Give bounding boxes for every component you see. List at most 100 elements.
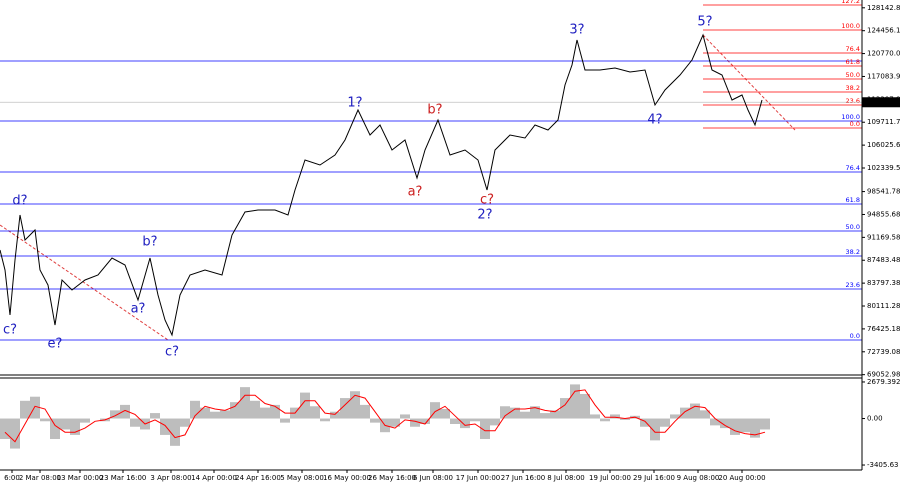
trend-line (702, 34, 796, 131)
histogram-bar (720, 418, 730, 429)
histogram-bar (460, 418, 470, 429)
y-tick-label: 102339.58 (867, 164, 900, 172)
histogram-bar (120, 404, 130, 419)
histogram-bar (310, 406, 320, 419)
wave-label: 4? (647, 113, 662, 128)
histogram-bar (320, 418, 330, 422)
histogram-bar (550, 410, 560, 419)
histogram-bar (450, 418, 460, 424)
wave-label: a? (408, 185, 423, 200)
x-tick-label: 24 Apr 16:00 (235, 474, 281, 482)
histogram-bar (470, 418, 480, 422)
histogram-bar (590, 414, 600, 419)
histogram-bar (360, 404, 370, 419)
histogram-bar (710, 418, 720, 426)
wave-label: a? (131, 302, 146, 317)
x-tick-label: 27 Jun 16:00 (501, 474, 545, 482)
x-tick-label: 5 May 08:00 (280, 474, 324, 482)
level-label: 76.4 (846, 45, 860, 53)
histogram-bar (20, 400, 30, 419)
level-label: 0.0 (850, 120, 860, 128)
histogram-bar (30, 396, 40, 419)
level-label: 50.0 (846, 223, 860, 231)
histogram-bar (510, 407, 520, 419)
y-tick-label: 128142.84 (867, 4, 900, 12)
level-label: 23.6 (846, 97, 860, 105)
trend-line (0, 224, 169, 341)
level-label: 100.0 (841, 22, 860, 30)
y-tick-label: 94855.68 (867, 210, 900, 218)
x-tick-label: 8 Jul 08:00 (547, 474, 585, 482)
histogram-bar (410, 418, 420, 427)
histogram-bar (370, 418, 380, 423)
y-tick-label: 83797.38 (867, 279, 900, 287)
histogram-bar (230, 402, 240, 419)
histogram-bar (180, 418, 190, 427)
price-line (0, 33, 763, 337)
histogram-bar (210, 411, 220, 419)
histogram-bar (530, 406, 540, 419)
histogram-bar (250, 400, 260, 419)
histogram-bar (740, 418, 750, 433)
histogram-bar (580, 393, 590, 419)
x-tick-label: 14 Apr 00:00 (191, 474, 237, 482)
level-label: 127.2 (841, 0, 860, 5)
y-tick-label: 120770.08 (867, 50, 900, 58)
histogram-bar (0, 418, 10, 440)
histogram-bar (240, 387, 250, 419)
histogram-bar (300, 392, 310, 419)
wave-label: c? (480, 193, 494, 208)
y-tick-label: 91169.58 (867, 233, 900, 241)
wave-label: 3? (569, 23, 584, 38)
x-tick-label: 6 Jun 08:00 (413, 474, 453, 482)
wave-label: 5? (697, 15, 712, 30)
x-tick-label: 17 Jun 00:00 (456, 474, 500, 482)
level-label: 100.0 (841, 113, 860, 121)
histogram-bar (280, 418, 290, 423)
histogram-bar (670, 414, 680, 419)
histogram-bar (190, 400, 200, 419)
level-label: 76.4 (846, 164, 860, 172)
y-tick-label: 117083.98 (867, 72, 900, 80)
x-tick-label: 19 Jul 00:00 (589, 474, 631, 482)
histogram-bar (600, 418, 610, 422)
histogram-bar (340, 398, 350, 419)
x-tick-label: 23 Mar 16:00 (100, 474, 147, 482)
y-tick-label: 2679.392 (867, 378, 900, 386)
histogram-bar (620, 418, 630, 420)
y-tick-label: 72739.08 (867, 348, 900, 356)
y-tick-label: 98541.78 (867, 188, 900, 196)
histogram-bar (420, 418, 430, 424)
histogram-bar (680, 407, 690, 419)
y-tick-label: -3405.63 (867, 461, 898, 469)
x-tick-label: 16 May 00:00 (323, 474, 371, 482)
wave-label: c? (3, 323, 17, 338)
histogram-bar (220, 410, 230, 419)
histogram-bar (160, 418, 170, 435)
histogram-bar (130, 418, 140, 427)
histogram-bar (560, 398, 570, 419)
x-tick-label: 9 Aug 08:00 (677, 474, 720, 482)
y-tick-label: 0.00 (867, 415, 883, 423)
histogram-bar (110, 410, 120, 419)
histogram-bar (490, 418, 500, 426)
wave-label: b? (427, 103, 442, 118)
histogram-bar (200, 407, 210, 419)
histogram-bar (40, 418, 50, 422)
x-tick-label: 6:00 (4, 474, 20, 482)
level-label: 61.8 (846, 58, 860, 66)
histogram-bar (10, 418, 20, 449)
y-tick-label: 76425.18 (867, 325, 900, 333)
histogram-bar (330, 411, 340, 419)
wave-label: d? (12, 194, 27, 209)
histogram-bar (760, 418, 770, 430)
level-label: 50.0 (846, 71, 860, 79)
histogram-bar (750, 418, 760, 438)
y-tick-label: 106025.68 (867, 141, 900, 149)
histogram-bar (440, 408, 450, 419)
histogram-bar (170, 418, 180, 446)
y-tick-label: 80111.28 (867, 302, 900, 310)
level-label: 23.6 (846, 281, 860, 289)
last-price-label: 112928.37 (865, 98, 900, 106)
wave-label: e? (48, 337, 63, 352)
